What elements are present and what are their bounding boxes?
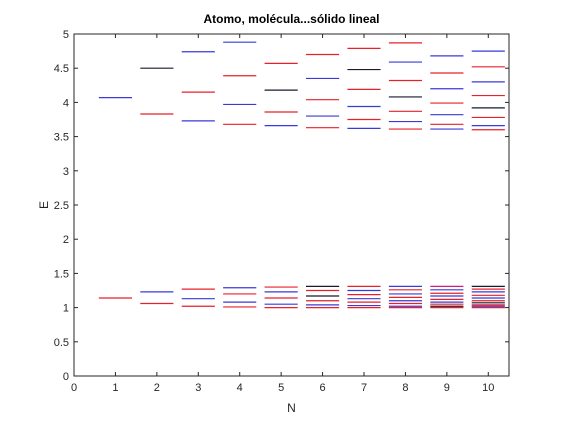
x-tick-label: 9 <box>444 382 450 394</box>
y-tick-label: 0.5 <box>54 337 69 349</box>
x-tick-label: 4 <box>237 382 243 394</box>
x-tick-label: 3 <box>195 382 201 394</box>
y-tick-label: 3 <box>63 166 69 178</box>
plot-area <box>73 33 510 377</box>
y-tick-label: 5 <box>63 29 69 41</box>
y-tick-label: 2 <box>63 234 69 246</box>
y-tick-label: 3.5 <box>54 132 69 144</box>
x-tick-label: 0 <box>71 382 77 394</box>
x-tick-label: 5 <box>278 382 284 394</box>
x-tick-label: 1 <box>112 382 118 394</box>
y-tick-label: 4.5 <box>54 63 69 75</box>
x-tick-label: 8 <box>402 382 408 394</box>
y-axis-ticks: 0 0.5 1 1.5 2 2.5 3 3.5 4 4.5 5 <box>54 29 509 383</box>
x-tick-label: 6 <box>320 382 326 394</box>
y-tick-label: 2.5 <box>54 200 69 212</box>
energy-levels <box>98 41 505 309</box>
x-tick-label: 2 <box>154 382 160 394</box>
y-axis-label: E <box>37 201 51 209</box>
x-axis-ticks: 0 1 2 3 4 5 6 7 8 9 10 <box>71 34 494 394</box>
x-axis-label: N <box>287 401 296 415</box>
y-tick-label: 1.5 <box>54 268 69 280</box>
chart-title: Atomo, molécula...sólido lineal <box>203 12 379 26</box>
y-tick-label: 0 <box>63 371 69 383</box>
y-tick-label: 4 <box>63 97 69 109</box>
x-tick-label: 10 <box>482 382 494 394</box>
x-tick-label: 7 <box>361 382 367 394</box>
y-tick-label: 1 <box>63 303 69 315</box>
